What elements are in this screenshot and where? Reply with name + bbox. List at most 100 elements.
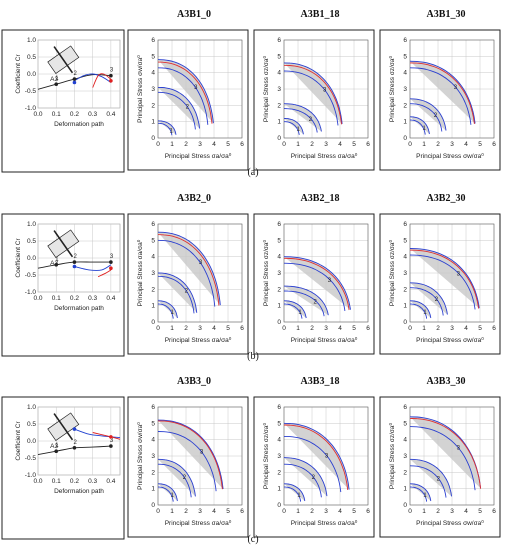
curve-mid-line [409, 249, 479, 309]
y-tick-label: 3 [403, 270, 407, 277]
uncertainty-band [158, 459, 196, 497]
y-tick-label: 2 [403, 286, 407, 293]
curve-inner-line [157, 67, 209, 125]
specimen-axis [53, 413, 74, 441]
x-tick-label: 6 [366, 325, 370, 332]
panel-frame [127, 213, 249, 355]
y-tick-label: 1.0 [27, 404, 36, 411]
y-tick-label: 6 [403, 404, 407, 411]
curve-inner-line [283, 303, 303, 319]
x-tick-label: 5 [226, 141, 230, 148]
y-tick-label: 1 [277, 119, 281, 126]
curve-outer-line [157, 120, 177, 135]
x-tick-label: 5 [352, 508, 356, 515]
curve-label: 3 [325, 453, 329, 459]
path-series-line [74, 73, 112, 83]
path-marker [72, 260, 77, 264]
path-series-line [92, 73, 112, 88]
curve-inner-line [283, 108, 318, 133]
y-tick-label: 6 [403, 221, 407, 228]
x-tick-label: 0.1 [52, 295, 61, 302]
panel-title: A3B1_30 [427, 9, 466, 20]
x-tick-label: 5 [226, 325, 230, 332]
specimen-axis [53, 46, 74, 74]
x-tick-label: 0.2 [70, 478, 79, 485]
y-tick-label: 2 [277, 469, 281, 476]
x-tick-label: 1 [170, 141, 174, 148]
y-tick-label: 5 [277, 420, 281, 427]
curve-outer-line [157, 231, 221, 306]
plot-area [283, 406, 369, 506]
curve-mid-line [157, 420, 223, 490]
deformation-frame [1, 396, 125, 540]
path-marker [72, 427, 77, 431]
x-tick-label: 2 [310, 508, 314, 515]
curve-mid-line [409, 62, 475, 124]
x-tick-label: 6 [240, 325, 244, 332]
y-tick-label: 0.5 [27, 238, 36, 245]
curve-mid-line [409, 417, 482, 489]
curve-label: 3 [454, 85, 458, 91]
path-marker-label: 2 [73, 440, 77, 446]
curve-label: 1 [423, 493, 427, 499]
path-marker-label: 1 [55, 76, 59, 82]
y-axis-label: Coefficient Cr [15, 421, 22, 461]
x-tick-label: 2 [184, 325, 188, 332]
y-tick-label: 5 [277, 53, 281, 60]
x-tick-label: 0.0 [33, 295, 42, 302]
curve-outer-line [409, 458, 452, 497]
y-tick-label: -1.0 [25, 472, 37, 479]
y-tick-label: 4 [277, 70, 281, 77]
y-tick-label: 6 [277, 404, 281, 411]
y-axis-label: Coefficient Cr [15, 54, 22, 94]
y-tick-label: -0.5 [25, 455, 37, 462]
path-marker [109, 435, 113, 439]
y-tick-label: 4 [151, 254, 155, 261]
curve-inner-line [158, 122, 173, 136]
curve-outer-line [158, 483, 178, 502]
y-tick-label: 3 [277, 86, 281, 93]
x-tick-label: 4 [338, 508, 342, 515]
path-marker [109, 266, 113, 271]
y-tick-label: 3 [277, 270, 281, 277]
curve-outer-line [284, 483, 306, 502]
y-tick-label: 1 [151, 486, 155, 493]
curve-inner-line [283, 463, 322, 498]
y-axis-label: Principal Stress σz/σa⁰ [262, 239, 270, 306]
x-tick-label: 4 [338, 325, 342, 332]
specimen-sketch: A3 [47, 229, 80, 267]
curve-inner-line [284, 121, 300, 135]
curve-mid-line [283, 64, 342, 125]
x-axis-label: Principal Stress σw/σa⁰ [416, 152, 484, 160]
y-tick-label: 3 [403, 453, 407, 460]
specimen-label: A3 [50, 260, 58, 267]
uncertainty-band [284, 256, 351, 310]
uncertainty-band [284, 423, 350, 490]
y-tick-label: 0 [403, 135, 407, 142]
y-tick-label: 6 [151, 404, 155, 411]
curve-outer-line [410, 116, 430, 135]
x-tick-label: 6 [366, 141, 370, 148]
x-tick-label: 3 [450, 325, 454, 332]
figure-row: 0.0 0.1 0.2 0.3 0.4 1.0 0.5 0.0 -0.5 -1.0 Deformat… [1, 193, 501, 362]
deformation-panel: 0.0 0.1 0.2 0.3 0.4 1.0 0.5 0.0 -0.5 -1.0 Deformat… [1, 213, 125, 357]
y-tick-label: 2 [277, 102, 281, 109]
plot-area [409, 223, 495, 323]
x-tick-label: 6 [492, 508, 496, 515]
x-tick-label: 1 [422, 325, 426, 332]
uncertainty-band [158, 273, 197, 313]
x-tick-label: 2 [310, 141, 314, 148]
figure-row: 0.0 0.1 0.2 0.3 0.4 1.0 0.5 0.0 -0.5 -1.0 Deformat… [1, 376, 501, 545]
specimen-axis [53, 230, 74, 258]
curve-label: 2 [185, 288, 189, 294]
y-tick-label: 6 [277, 37, 281, 44]
x-axis-label: Deformation path [54, 305, 104, 312]
curve-mid-line [157, 61, 213, 124]
stress-panel: A3B2_30 0 1 2 3 4 5 6 0 1 2 3 4 5 6 Principal Stress σw… [379, 193, 501, 355]
panel-title: A3B1_0 [177, 9, 211, 20]
specimen-sketch: A3 [47, 45, 80, 83]
curve-inner-line [409, 465, 447, 498]
y-tick-label: 3 [151, 270, 155, 277]
y-tick-label: 4 [151, 437, 155, 444]
curve-label: 1 [297, 493, 301, 499]
